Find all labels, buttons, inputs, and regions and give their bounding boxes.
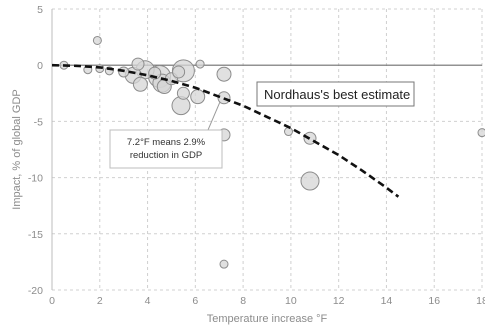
y-tick-label-5: -20 bbox=[28, 285, 43, 297]
x-tick-label-0: 0 bbox=[49, 295, 55, 307]
x-tick-label-6: 12 bbox=[333, 295, 345, 307]
y-tick-label-3: -10 bbox=[28, 173, 43, 185]
x-tick-label-8: 16 bbox=[428, 295, 440, 307]
data-point bbox=[477, 128, 485, 138]
y-tick-labels: 5 0 -5 -10 -15 -20 bbox=[28, 4, 43, 297]
data-point bbox=[216, 66, 232, 82]
y-axis-label: Impact, % of global GDP bbox=[11, 89, 23, 209]
x-tick-label-3: 6 bbox=[192, 295, 198, 307]
grid bbox=[51, 8, 483, 291]
x-tick-label-9: 18 bbox=[476, 295, 485, 307]
data-point bbox=[131, 57, 145, 71]
x-tick-label-7: 14 bbox=[381, 295, 393, 307]
data-point bbox=[172, 65, 186, 79]
x-tick-labels: 0 2 4 6 8 10 12 14 16 18 bbox=[49, 295, 485, 307]
callout-box bbox=[109, 129, 223, 169]
best-estimate-curve bbox=[51, 63, 400, 198]
x-tick-label-5: 10 bbox=[285, 295, 297, 307]
x-tick-label-1: 2 bbox=[97, 295, 103, 307]
data-point bbox=[132, 76, 148, 92]
x-axis-label: Temperature increase °F bbox=[207, 313, 328, 325]
data-point bbox=[195, 59, 205, 69]
callout-text-line-1: 7.2°F means 2.9% bbox=[127, 137, 206, 148]
data-point bbox=[284, 127, 293, 137]
data-point bbox=[300, 171, 320, 191]
callout-leader-line bbox=[207, 101, 221, 131]
y-tick-label-0: 5 bbox=[37, 4, 43, 16]
data-point bbox=[219, 259, 229, 269]
data-point bbox=[190, 89, 206, 105]
data-point bbox=[92, 35, 102, 45]
best-estimate-label-box bbox=[256, 81, 415, 107]
y-tick-label-1: 0 bbox=[37, 60, 43, 72]
data-point bbox=[176, 86, 190, 100]
x-tick-label-2: 4 bbox=[145, 295, 151, 307]
y-tick-label-4: -15 bbox=[28, 229, 43, 241]
callout-text-line-2: reduction in GDP bbox=[130, 150, 202, 161]
y-tick-label-2: -5 bbox=[34, 116, 43, 128]
data-point bbox=[171, 96, 191, 116]
best-estimate-label: Nordhaus's best estimate bbox=[264, 87, 410, 102]
x-tick-label-4: 8 bbox=[240, 295, 246, 307]
